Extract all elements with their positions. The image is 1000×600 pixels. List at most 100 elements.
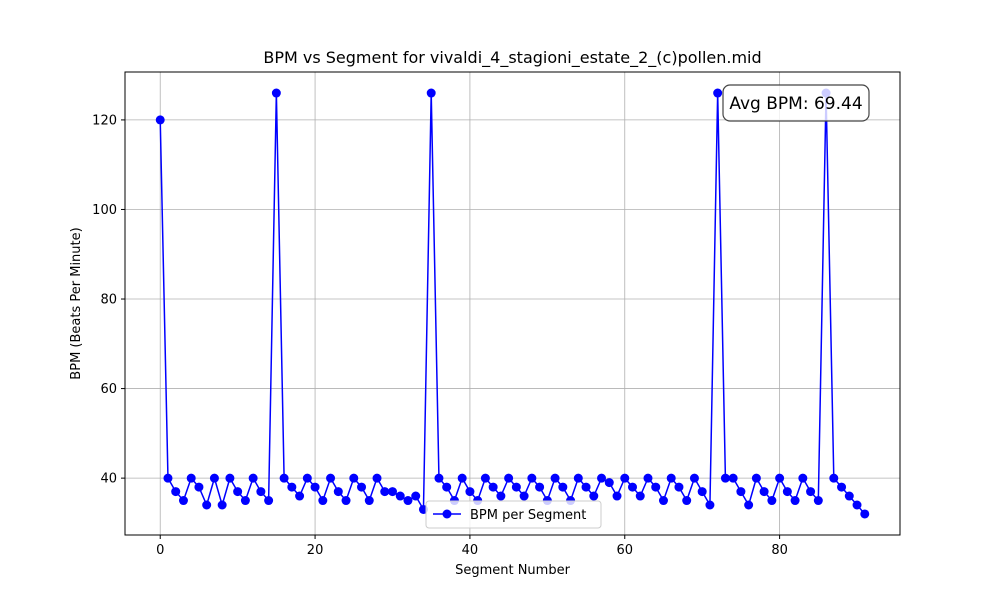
data-point [209,473,219,483]
ticks: 0 20 40 60 80 40 60 80 100 120 [92,113,788,558]
data-point [217,500,227,510]
data-point [442,482,452,492]
data-point [844,491,854,501]
annotation-text: Avg BPM: 69.44 [729,94,862,114]
data-point [573,473,583,483]
data-point [751,473,761,483]
data-point [480,473,490,483]
legend: BPM per Segment [425,500,602,529]
avg-bpm-annotation: Avg BPM: 69.44 [722,84,870,122]
data-point [736,487,746,497]
data-point [178,496,188,506]
data-point [202,500,212,510]
data-point [488,482,498,492]
data-point [380,487,390,497]
y-axis-label: BPM (Beats Per Minute) [69,227,84,379]
data-point [233,487,243,497]
data-point [705,500,715,510]
data-point [395,491,405,501]
data-point [434,473,444,483]
data-point [713,88,723,98]
data-point [364,496,374,506]
data-point [759,487,769,497]
y-tick-label: 40 [100,472,117,487]
data-point [248,473,258,483]
y-tick-label: 120 [92,113,117,128]
data-point [426,88,436,98]
data-point [682,496,692,506]
x-tick-label: 0 [156,543,164,558]
data-point [457,473,467,483]
data-point [651,482,661,492]
data-point [558,482,568,492]
data-point [333,487,343,497]
data-point [597,473,607,483]
data-point [310,482,320,492]
data-point [519,491,529,501]
data-point [341,496,351,506]
x-tick-label: 20 [307,543,324,558]
data-point [295,491,305,501]
data-point [256,487,266,497]
data-point [620,473,630,483]
x-tick-label: 80 [771,543,788,558]
x-tick-label: 60 [616,543,633,558]
data-point [155,115,165,125]
data-point [240,496,250,506]
data-point [186,473,196,483]
data-point [349,473,359,483]
series-layer [155,88,870,519]
data-point [387,487,397,497]
data-point [411,491,421,501]
data-point [720,473,730,483]
data-point [635,491,645,501]
data-point [852,500,862,510]
data-point [775,473,785,483]
data-point [163,473,173,483]
x-tick-label: 40 [462,543,479,558]
data-point [287,482,297,492]
data-point [628,482,638,492]
data-point [271,88,281,98]
y-tick-label: 100 [92,203,117,218]
data-point [318,496,328,506]
data-point [689,473,699,483]
y-tick-label: 60 [100,382,117,397]
data-point [535,482,545,492]
data-point [728,473,738,483]
data-point [550,473,560,483]
legend-box [425,500,602,529]
data-point [589,491,599,501]
data-point [264,496,274,506]
chart-title: BPM vs Segment for vivaldi_4_stagioni_es… [263,48,761,68]
data-point [612,491,622,501]
data-point [790,496,800,506]
data-point [504,473,514,483]
data-point [658,496,668,506]
y-tick-label: 80 [100,293,117,308]
data-point [806,487,816,497]
data-point [357,482,367,492]
data-point [837,482,847,492]
data-point [326,473,336,483]
x-axis-label: Segment Number [455,563,571,578]
data-point [581,482,591,492]
data-point [744,500,754,510]
data-point [403,496,413,506]
data-point [511,482,521,492]
data-point [279,473,289,483]
data-point [194,482,204,492]
data-point [798,473,808,483]
data-point [527,473,537,483]
data-point [813,496,823,506]
data-point [225,473,235,483]
annotation-box [722,84,870,122]
data-point [302,473,312,483]
data-point [674,482,684,492]
legend-label: BPM per Segment [470,508,586,523]
data-point [782,487,792,497]
data-point [372,473,382,483]
data-point [465,487,475,497]
data-point [829,473,839,483]
